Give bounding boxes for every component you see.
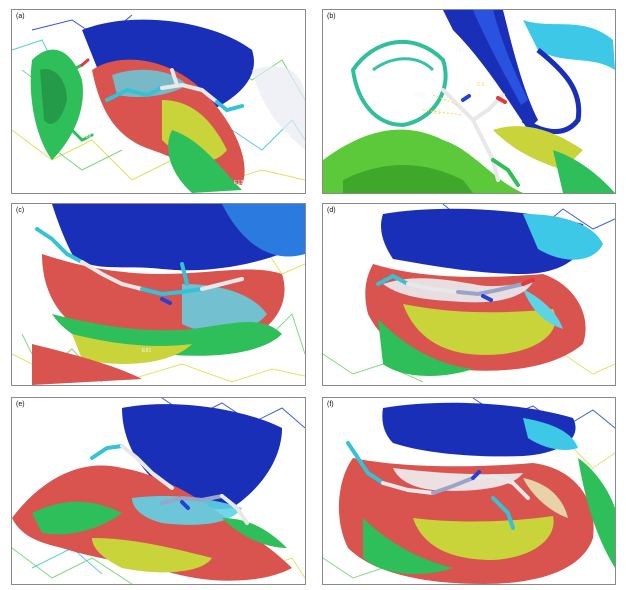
panel-c-render: [12, 204, 305, 385]
panel-b-render: [323, 10, 615, 193]
panel-b: (b) Y83 M85 2.6 3.1: [322, 9, 616, 194]
panel-c: (c) E81: [11, 203, 306, 386]
panel-e: (e): [11, 397, 306, 585]
panel-b-label: (b): [327, 13, 336, 20]
panel-a-residue-label: Y84: [68, 50, 78, 56]
panel-f-render: [323, 398, 615, 584]
panel-b-residue-label: M85: [415, 92, 426, 98]
panel-d-label: (d): [327, 207, 336, 214]
panel-b-distance-label: 3.1: [433, 110, 441, 116]
panel-a-residue-label: E134: [234, 180, 247, 186]
panel-a-render: [12, 14, 305, 193]
panel-b-distance-label: 2.6: [477, 82, 485, 88]
panel-e-label: (e): [16, 401, 25, 408]
panel-c-residue-label: E81: [142, 348, 152, 354]
panel-d: (d): [322, 203, 616, 386]
panel-a-label: (a): [16, 13, 25, 20]
panel-c-label: (c): [16, 207, 25, 214]
panel-a: (a) Y84 D86 E134: [11, 9, 306, 194]
panel-a-residue-label: D86: [82, 134, 92, 140]
panel-e-render: [12, 398, 305, 584]
panel-f: (f): [322, 397, 616, 585]
panel-f-label: (f): [327, 401, 334, 408]
panel-b-residue-label: Y83: [455, 48, 465, 54]
panel-d-render: [323, 204, 615, 383]
